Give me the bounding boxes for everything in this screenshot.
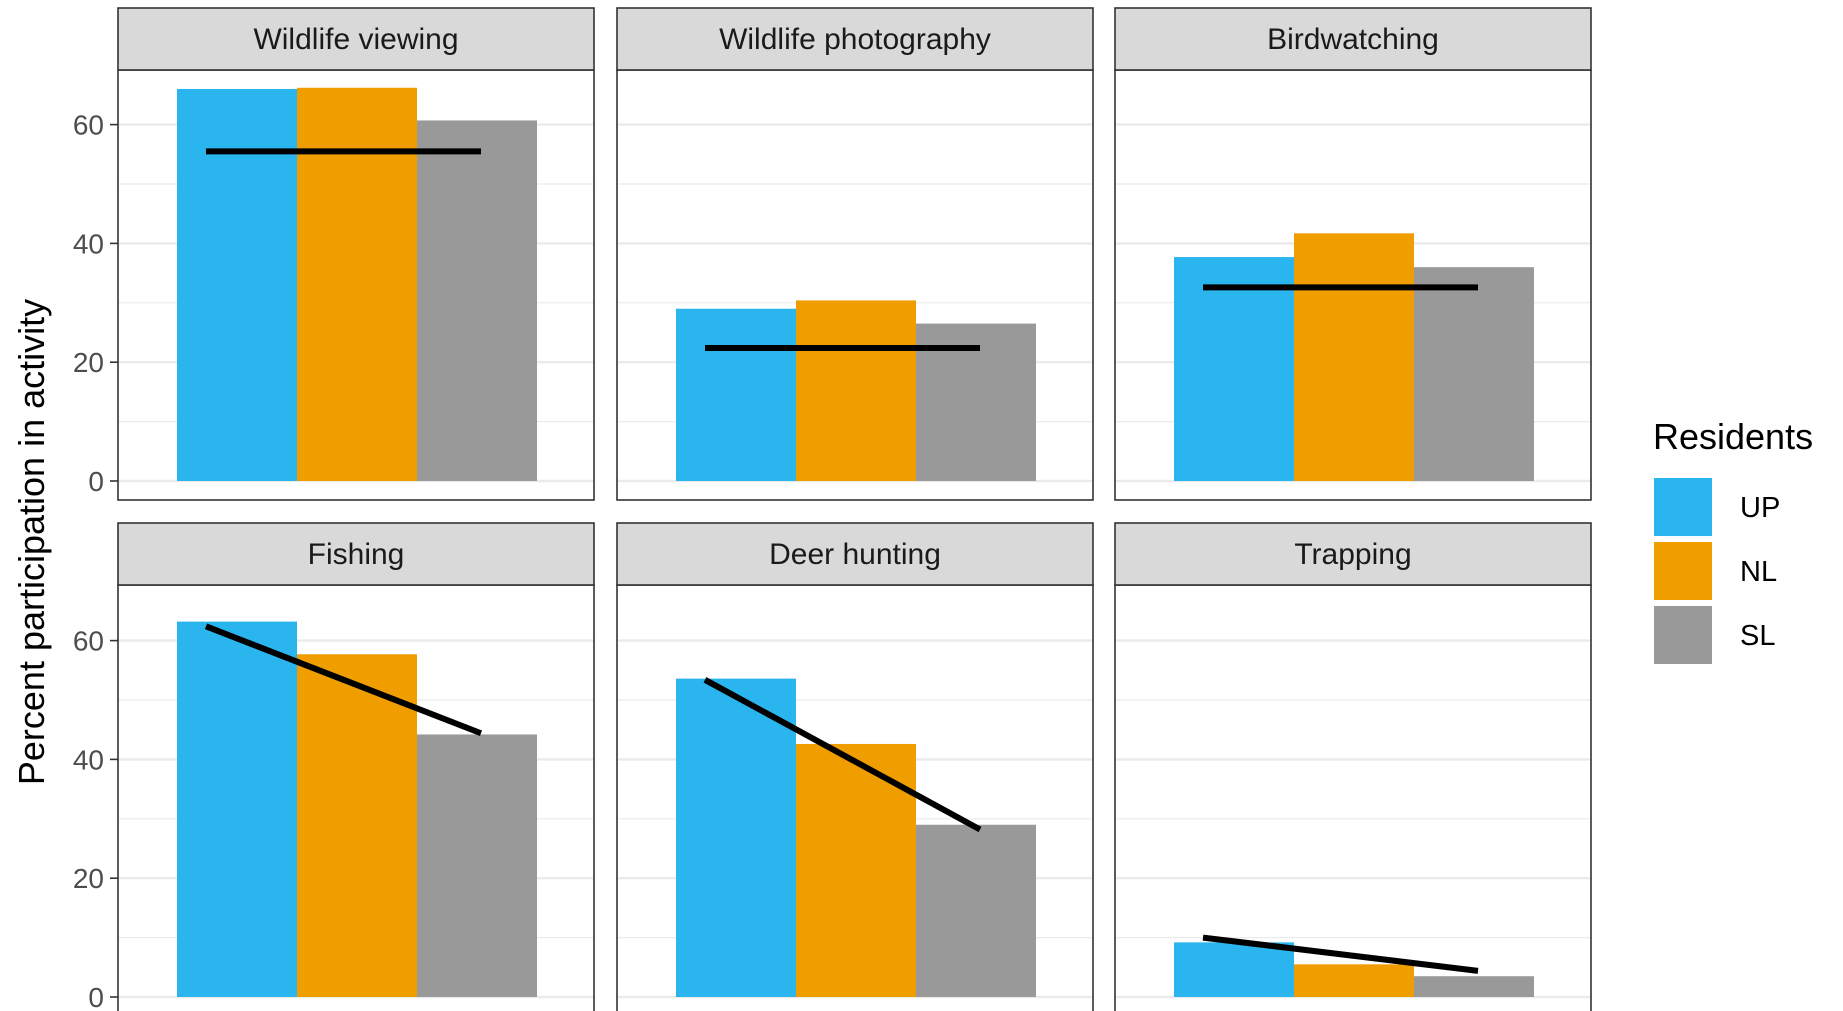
legend-label: SL — [1740, 620, 1775, 652]
y-tick-label: 40 — [73, 744, 104, 775]
bar-up — [1174, 942, 1294, 997]
facet-title: Trapping — [1294, 538, 1411, 571]
y-tick-label: 40 — [73, 228, 104, 259]
trend-line — [703, 677, 982, 833]
facet-panel: Wildlife viewing 0 20 40 60 — [73, 7, 595, 501]
bar-sl — [417, 734, 537, 997]
facet-title: Wildlife viewing — [253, 23, 458, 56]
bar-sl — [916, 824, 1036, 997]
bar-up — [1174, 257, 1294, 481]
facet-title: Wildlife photography — [719, 23, 991, 56]
facet-strip — [117, 522, 595, 586]
bar-up — [676, 308, 796, 481]
bar-sl — [417, 120, 537, 481]
bar-nl — [297, 654, 417, 997]
y-tick-label: 0 — [88, 982, 104, 1011]
y-axis-title: Percent participation in activity — [11, 299, 52, 785]
y-tick-label: 0 — [88, 466, 104, 497]
bar-up — [177, 88, 297, 482]
facet-panel: Fishing 0 20 40 60 — [73, 522, 595, 1011]
facet-strip — [616, 522, 1094, 586]
facet-title: Deer hunting — [769, 538, 941, 571]
y-tick-label: 20 — [73, 863, 104, 894]
bar-nl — [297, 87, 417, 481]
facet-title: Fishing — [308, 538, 405, 571]
legend-key-up — [1654, 478, 1712, 536]
panel-background — [1115, 585, 1591, 1011]
facet-strip — [1114, 7, 1592, 71]
bar-sl — [1414, 267, 1534, 481]
bar-up — [676, 678, 796, 997]
facet-panel: Wildlife photography — [616, 7, 1094, 501]
legend-title: Residents — [1653, 416, 1813, 457]
y-tick-label: 20 — [73, 347, 104, 378]
bar-sl — [1414, 976, 1534, 997]
facet-panel: Birdwatching — [1114, 7, 1592, 501]
trend-line — [1202, 934, 1479, 974]
y-tick-label: 60 — [73, 110, 104, 141]
legend-label: UP — [1740, 492, 1780, 524]
facet-panel: Deer hunting — [616, 522, 1094, 1011]
legend: Residents UP NL SL — [1653, 416, 1813, 664]
legend-key-nl — [1654, 542, 1712, 600]
trend-line — [204, 623, 483, 737]
legend-label: NL — [1740, 556, 1777, 588]
y-tick-label: 60 — [73, 626, 104, 657]
bar-nl — [796, 300, 916, 481]
bar-nl — [1294, 964, 1414, 997]
bar-nl — [1294, 233, 1414, 481]
facet-strip — [1114, 522, 1592, 586]
facet-title: Birdwatching — [1267, 23, 1439, 56]
legend-key-sl — [1654, 606, 1712, 664]
facet-strip — [117, 7, 595, 71]
bar-up — [177, 621, 297, 997]
facets-layer: Wildlife viewing 0 20 40 60 Wildlife photogra… — [73, 7, 1592, 1011]
facet-panel: Trapping — [1114, 522, 1592, 1011]
facet-strip — [616, 7, 1094, 71]
